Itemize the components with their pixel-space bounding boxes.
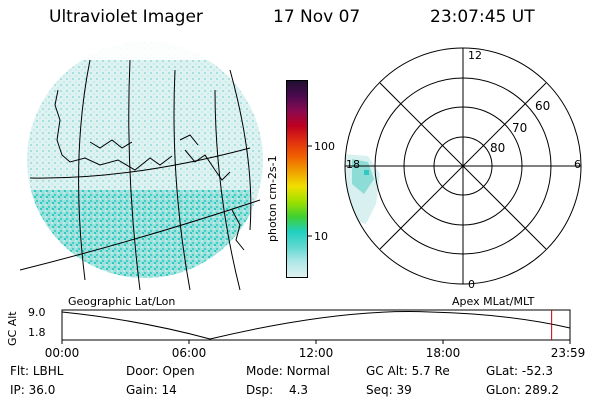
timeline-ytick-top: 9.0 [28,306,46,319]
timeline-xtick-1: 06:00 [172,346,207,360]
geographic-image [19,42,263,290]
filter-status: Flt: LBHL [10,364,64,378]
glat-status: GLat: -52.3 [486,364,553,378]
timeline-xtick-3: 18:00 [426,346,461,360]
ip-status: IP: 36.0 [10,383,56,397]
mlt-label-12: 12 [468,49,482,62]
timeline-ylabel: GC Alt [6,311,19,346]
gc-alt-status: GC Alt: 5.7 Re [366,364,450,378]
instrument-title: Ultraviolet Imager [49,7,203,27]
glon-status: GLon: 289.2 [486,383,559,397]
mlt-label-18: 18 [346,158,360,171]
polar-label: Apex MLat/MLT [452,295,535,308]
door-status: Door: Open [126,364,195,378]
gain-status: Gain: 14 [126,383,177,397]
mlat-label-80: 80 [490,141,505,155]
mlat-label-70: 70 [512,121,527,135]
timeline-xtick-0: 00:00 [45,346,80,360]
mlt-label-0: 0 [468,278,475,291]
image-date: 17 Nov 07 [273,7,361,27]
colorbar-axis: 100 10 [307,140,335,243]
colorbar [286,80,308,278]
mlt-label-6: 6 [574,158,581,171]
altitude-timeline: GC Alt 9.0 1.8 00:00 06:00 12:00 18:00 2… [6,306,586,360]
mode-status: Mode: Normal [246,364,330,378]
polar-image: 12 18 6 0 60 70 80 [344,47,582,291]
geographic-label: Geographic Lat/Lon [68,295,176,308]
mlat-label-60: 60 [535,99,550,113]
dsp-status: Dsp: 4.3 [246,383,309,397]
colorbar-tick-100: 100 [314,140,335,153]
timeline-xtick-2: 12:00 [299,346,334,360]
seq-status: Seq: 39 [366,383,412,397]
colorbar-label: photon cm-2s-1 [266,155,279,242]
image-time: 23:07:45 UT [430,7,535,27]
timeline-ytick-bottom: 1.8 [28,326,46,339]
timeline-xtick-4: 23:59 [551,346,586,360]
colorbar-tick-10: 10 [314,230,328,243]
